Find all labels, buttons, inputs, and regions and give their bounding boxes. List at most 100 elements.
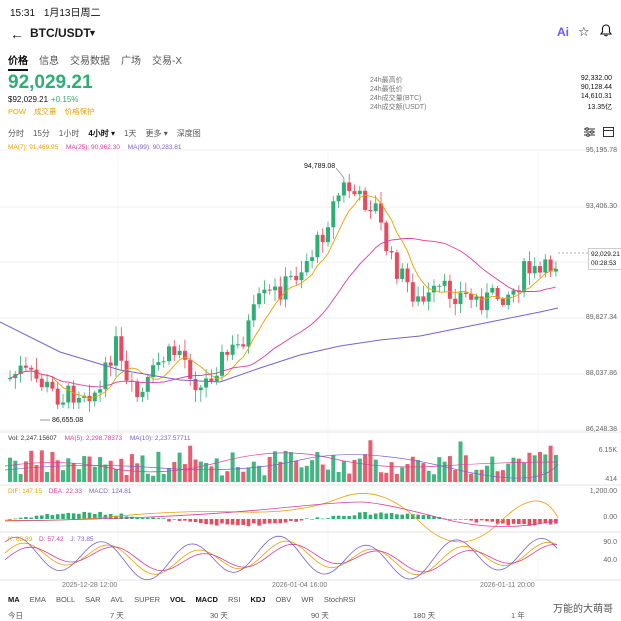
macd-bar	[336, 515, 341, 519]
macd-bar	[326, 518, 330, 519]
indicator-rsi[interactable]: RSI	[227, 595, 241, 604]
macd-bar	[495, 519, 500, 524]
indicator-avl[interactable]: AVL	[110, 595, 125, 604]
volume-bar	[331, 454, 336, 482]
indicator-settings-icon[interactable]	[584, 127, 595, 139]
volume-bar	[13, 460, 18, 482]
macd-bar	[310, 519, 314, 520]
j-line	[4, 535, 558, 581]
period-1y[interactable]: 1 年	[511, 611, 525, 620]
last-price: 92,029.21	[8, 72, 93, 93]
indicator-ema[interactable]: EMA	[29, 595, 46, 604]
back-arrow-icon[interactable]: ←	[10, 26, 24, 42]
volume-bar	[278, 461, 283, 482]
indicator-kdj[interactable]: KDJ	[250, 595, 266, 604]
candle-body	[326, 227, 330, 243]
tab-info[interactable]: 信息	[39, 56, 59, 67]
candle-body	[39, 378, 44, 388]
volume-bar	[283, 450, 288, 482]
volume-bar	[379, 472, 383, 482]
macd-bar	[82, 511, 86, 519]
macd-bar	[29, 517, 33, 519]
period-today[interactable]: 今日	[8, 611, 23, 620]
price-axis-label: 89,827.34	[585, 314, 617, 321]
indicator-ma[interactable]: MA	[8, 595, 20, 604]
candle-body	[543, 259, 548, 273]
tag-volume[interactable]: 成交量	[34, 107, 57, 116]
tab-price[interactable]: 价格	[8, 52, 28, 71]
tag-price-protect[interactable]: 价格保护	[64, 107, 95, 116]
macd-bar	[426, 514, 431, 519]
time-axis-label: 2026-01-04 16:00	[272, 582, 328, 589]
indicator-obv[interactable]: OBV	[275, 595, 292, 604]
macd-bar	[453, 519, 457, 520]
interval-4h[interactable]: 4小时 ▾	[88, 129, 116, 138]
chart-settings-icon[interactable]	[603, 127, 614, 139]
interval-15m[interactable]: 15分	[33, 129, 50, 138]
status-date: 1月13日周二	[43, 8, 101, 19]
depth-chart-tab[interactable]: 深度图	[176, 129, 201, 138]
fiat-price-value: $92,029.21	[8, 95, 49, 104]
pair-dropdown-icon[interactable]: ▼	[88, 28, 97, 38]
tag-pow[interactable]: POW	[8, 107, 26, 116]
interval-1d[interactable]: 1天	[124, 129, 137, 138]
macd-bar	[188, 519, 192, 522]
macd-bar	[501, 519, 505, 524]
macd-bar	[352, 515, 357, 519]
volume-bar	[87, 456, 92, 482]
candle-body	[490, 287, 495, 293]
volume-bar	[161, 473, 166, 482]
macd-bar	[225, 519, 230, 525]
macd-bar	[220, 519, 224, 524]
volume-bar	[182, 464, 187, 482]
volume-bar	[463, 455, 468, 482]
candle-body	[71, 385, 76, 403]
interval-more[interactable]: 更多 ▾	[145, 129, 168, 138]
period-7d[interactable]: 7 天	[110, 611, 124, 620]
star-icon[interactable]: ☆	[578, 24, 590, 39]
stat-label: 24h成交量(BTC)	[370, 95, 422, 102]
volume-bar	[458, 441, 463, 482]
macd-bar	[71, 513, 76, 519]
interval-1h[interactable]: 1小时	[58, 129, 80, 138]
indicator-super[interactable]: SUPER	[134, 595, 161, 604]
indicator-macd[interactable]: MACD	[195, 595, 218, 604]
macd-bar	[278, 519, 283, 524]
tab-trade-x[interactable]: 交易-X	[152, 56, 182, 67]
volume-bar	[357, 458, 362, 482]
ai-button[interactable]: Ai	[557, 25, 569, 39]
period-90d[interactable]: 90 天	[311, 611, 329, 620]
indicator-stochrsi[interactable]: StochRSI	[323, 595, 356, 604]
candle-body	[447, 280, 452, 299]
macd-bar	[267, 519, 272, 524]
candle-body	[278, 286, 283, 300]
stat-label: 24h成交额(USDT)	[370, 104, 427, 111]
interval-timeline[interactable]: 分时	[8, 129, 24, 138]
candle-body	[400, 268, 405, 279]
period-180d[interactable]: 180 天	[413, 611, 436, 620]
indicator-wr[interactable]: WR	[301, 595, 314, 604]
candle-body	[45, 381, 50, 388]
volume-bar	[145, 473, 150, 482]
volume-bar	[114, 469, 118, 482]
volume-bar	[241, 471, 246, 482]
indicator-vol[interactable]: VOL	[170, 595, 186, 604]
tab-trade-data[interactable]: 交易数据	[70, 56, 110, 67]
pair-title[interactable]: BTC/USDT	[30, 26, 91, 40]
macd-bar	[103, 514, 108, 519]
indicator-boll[interactable]: BOLL	[55, 595, 76, 604]
volume-bar	[538, 452, 542, 482]
indicator-sar[interactable]: SAR	[85, 595, 101, 604]
candle-body	[320, 234, 325, 243]
candle-body	[273, 286, 277, 291]
candle-body	[527, 261, 532, 274]
ma7-label: MA(7): 91,469.95	[8, 144, 59, 151]
candle-body	[373, 203, 378, 212]
tab-square[interactable]: 广场	[121, 56, 141, 67]
period-30d[interactable]: 30 天	[210, 611, 228, 620]
volume-bar	[257, 465, 262, 482]
macd-bar	[448, 519, 452, 520]
bell-icon[interactable]	[599, 24, 613, 40]
high-price-label: 94,789.08	[304, 163, 336, 170]
